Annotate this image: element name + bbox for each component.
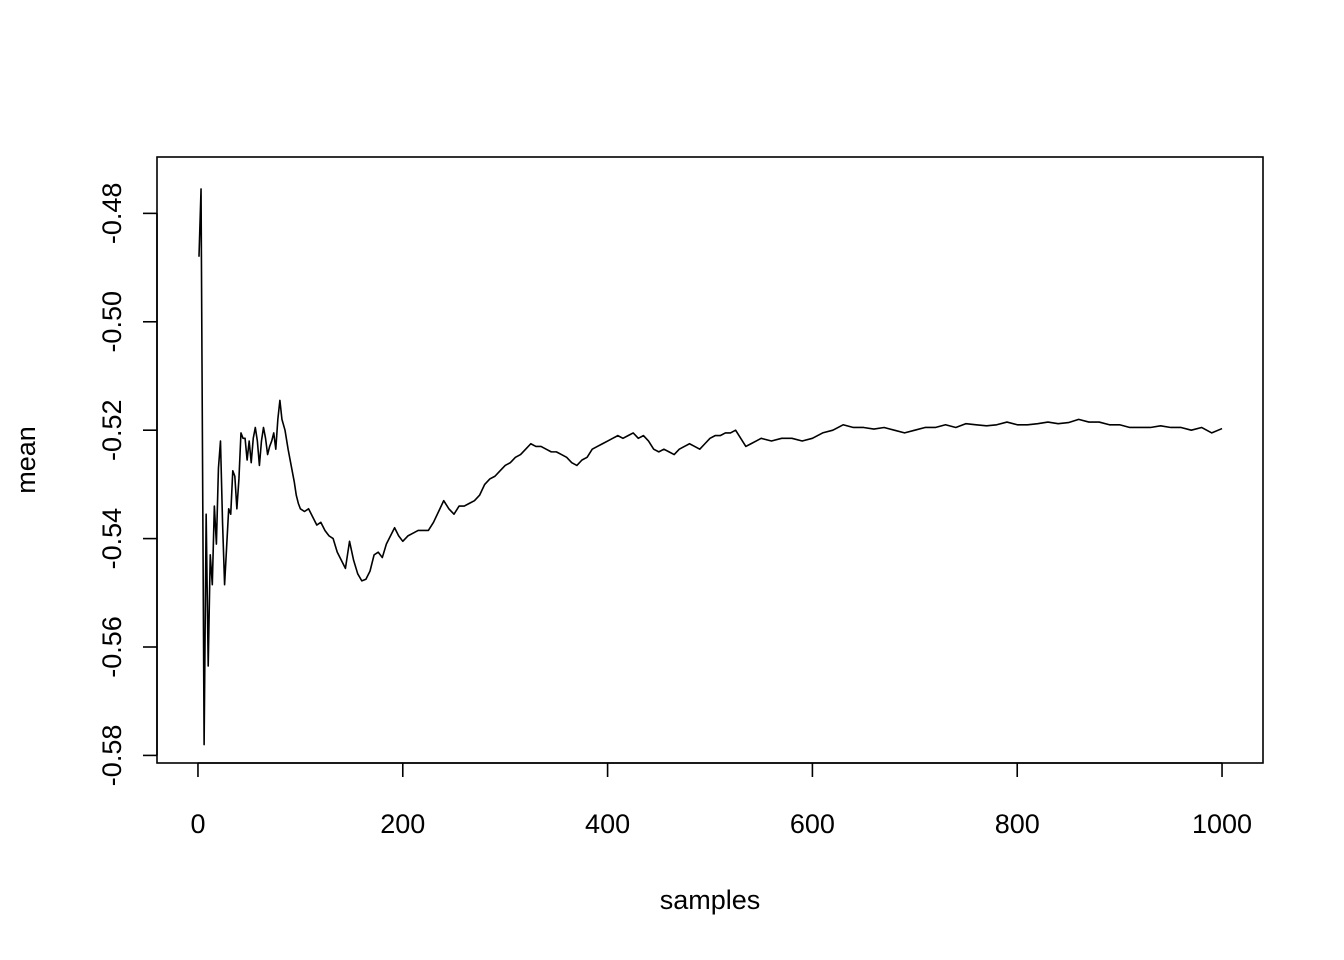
x-tick-label: 200: [380, 809, 425, 839]
y-tick-label: -0.56: [97, 616, 127, 678]
series-line: [198, 188, 1223, 746]
x-axis-title: samples: [660, 885, 761, 915]
x-tick-label: 0: [190, 809, 205, 839]
y-tick-label: -0.48: [97, 183, 127, 245]
x-axis: 0 200 400 600 800 1000: [190, 762, 1252, 839]
x-tick-label: 1000: [1192, 809, 1252, 839]
x-tick-label: 600: [790, 809, 835, 839]
y-axis: -0.48 -0.50 -0.52 -0.54 -0.56 -0.58: [97, 183, 158, 787]
y-axis-title: mean: [11, 426, 41, 494]
y-tick-label: -0.50: [97, 291, 127, 353]
y-tick-label: -0.52: [97, 399, 127, 461]
x-tick-label: 400: [585, 809, 630, 839]
y-tick-label: -0.58: [97, 725, 127, 787]
y-tick-label: -0.54: [97, 508, 127, 570]
x-tick-label: 800: [995, 809, 1040, 839]
